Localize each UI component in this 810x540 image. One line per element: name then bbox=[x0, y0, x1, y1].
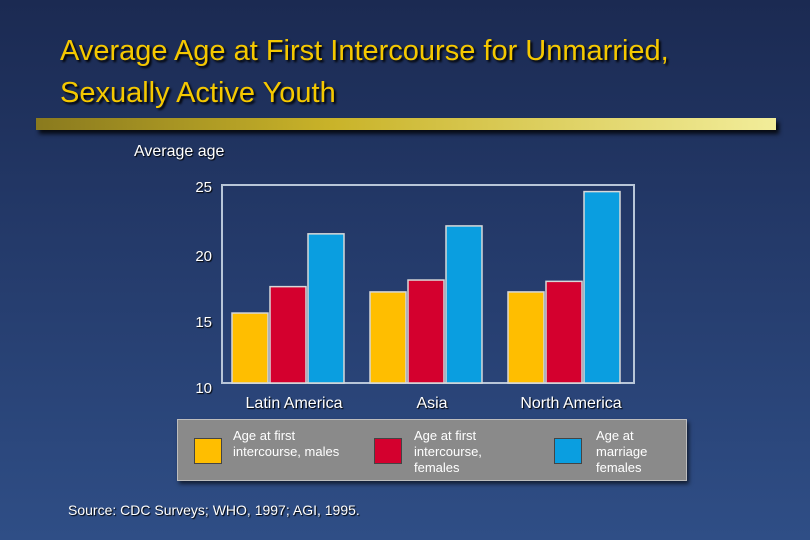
category-label-latin-america: Latin America bbox=[245, 395, 343, 412]
category-label-asia: Asia bbox=[416, 395, 448, 412]
y-tick-label: 20 bbox=[195, 248, 212, 265]
chart-legend: Age at first intercourse, males Age at f… bbox=[177, 419, 687, 481]
legend-swatch-marriage bbox=[554, 438, 582, 464]
category-label-north-america: North America bbox=[520, 395, 622, 412]
bar-females-intercourse bbox=[269, 285, 307, 384]
bar-males bbox=[369, 291, 407, 384]
legend-swatch-males bbox=[194, 438, 222, 464]
bar-females-intercourse bbox=[545, 280, 583, 384]
bar-males bbox=[507, 291, 545, 384]
y-tick-label: 25 bbox=[195, 179, 212, 196]
source-note: Source: CDC Surveys; WHO, 1997; AGI, 199… bbox=[68, 502, 360, 518]
bar-females-intercourse bbox=[407, 279, 445, 384]
bar-marriage-females bbox=[307, 233, 345, 384]
y-tick-label: 10 bbox=[195, 380, 212, 397]
legend-label-females: Age at first intercourse, females bbox=[414, 428, 482, 475]
bar-males bbox=[231, 312, 269, 384]
legend-label-males: Age at first intercourse, males bbox=[233, 428, 340, 459]
y-axis-label: Average age bbox=[134, 143, 225, 160]
legend-swatch-females bbox=[374, 438, 402, 464]
bar-marriage-females bbox=[445, 225, 483, 384]
bar-marriage-females bbox=[583, 190, 621, 384]
bars-group bbox=[231, 190, 621, 384]
slide-title: Average Age at First Intercourse for Unm… bbox=[60, 35, 669, 109]
y-tick-label: 15 bbox=[195, 314, 212, 331]
legend-label-marriage: Age at marriage females bbox=[596, 428, 648, 475]
title-underline bbox=[36, 118, 776, 130]
